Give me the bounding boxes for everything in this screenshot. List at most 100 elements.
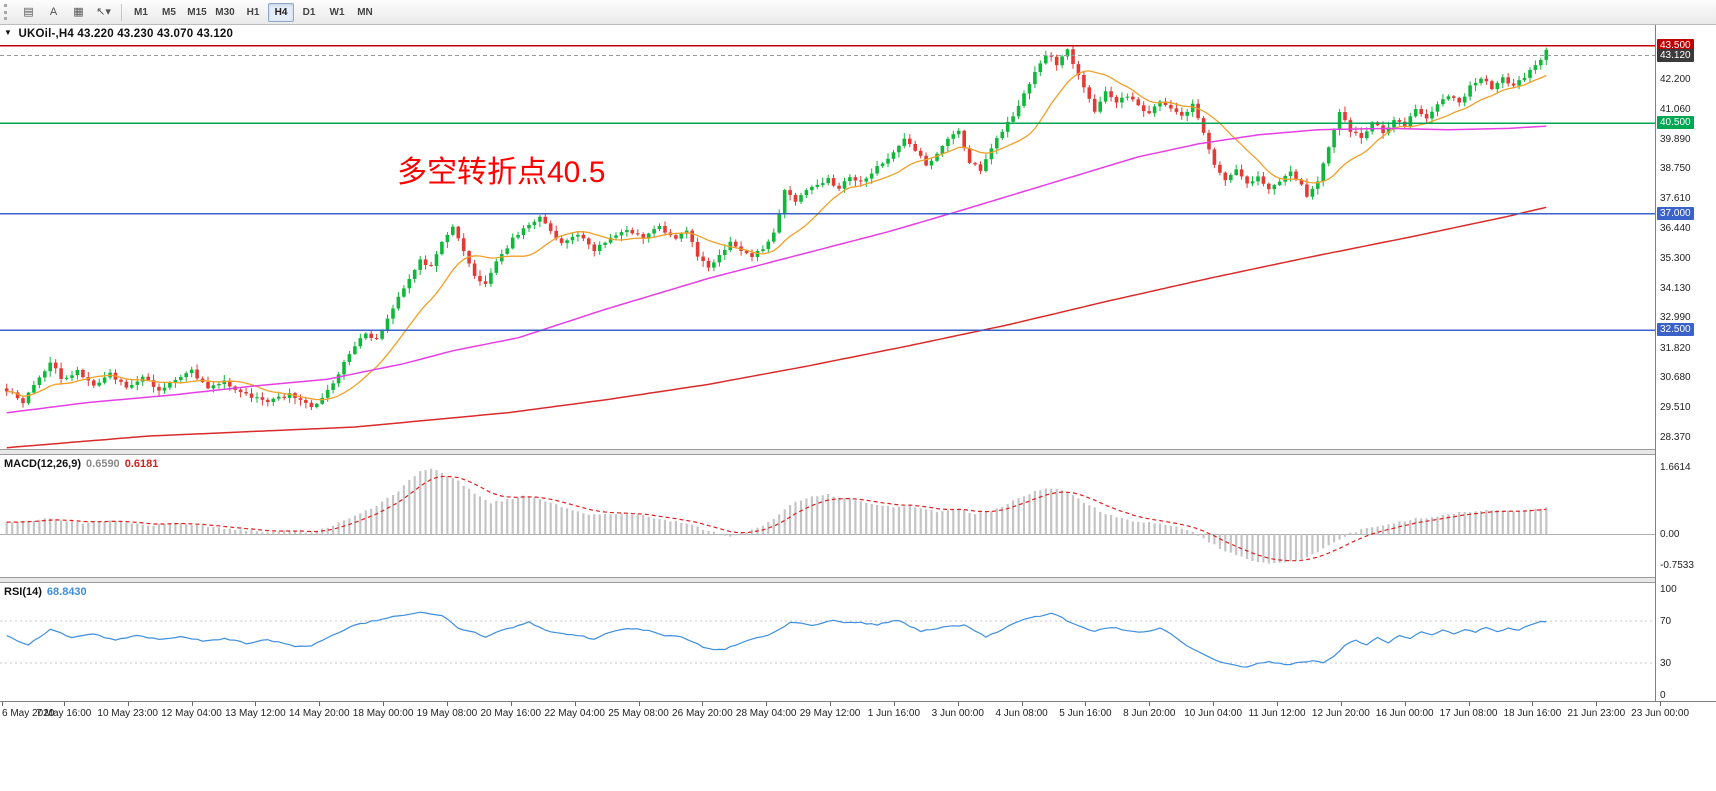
macd-axis-label: 1.6614: [1660, 461, 1691, 473]
rsi-line: [6, 611, 1547, 668]
price-axis-label: 28.370: [1660, 431, 1691, 443]
time-axis-tick: [1340, 702, 1342, 706]
time-axis-label: 25 May 08:00: [608, 708, 669, 719]
macd-histogram: [5, 468, 1548, 564]
ma-mid-line: [6, 125, 1547, 414]
time-axis-label: 17 Jun 08:00: [1439, 708, 1498, 719]
time-axis-tick: [1021, 702, 1023, 706]
time-axis-label: 10 May 23:00: [97, 708, 158, 719]
price-line-badge[interactable]: 40.500: [1657, 116, 1694, 130]
time-axis[interactable]: 6 May 2020 7 May 16:00 10 May 23:00 12 May …: [0, 701, 1716, 723]
panel-separator[interactable]: [0, 449, 1716, 455]
time-axis-label: 22 May 04:00: [544, 708, 605, 719]
time-axis-tick: [574, 702, 576, 706]
time-axis-label: 28 May 04:00: [735, 708, 797, 719]
time-axis-label: 18 Jun 16:00: [1503, 708, 1562, 719]
chart-header: ▼ UKOil-,H4 43.220 43.230 43.070 43.120: [4, 28, 233, 40]
timeframe-button-w1[interactable]: W1: [324, 3, 350, 22]
time-axis-label: 5 Jun 16:00: [1059, 708, 1112, 719]
price-axis-label: 42.200: [1660, 74, 1691, 86]
time-axis-label: 18 May 00:00: [352, 708, 414, 719]
time-axis-tick: [510, 702, 512, 706]
time-axis-label: 16 Jun 00:00: [1375, 708, 1434, 719]
macd-label: MACD(12,26,9): [4, 458, 82, 470]
timeframe-button-d1[interactable]: D1: [296, 3, 322, 22]
price-line-badge[interactable]: 43.500: [1657, 38, 1694, 52]
rsi-axis-label: 0: [1660, 690, 1666, 701]
time-axis-tick: [2, 702, 3, 706]
time-axis-tick: [1596, 702, 1598, 706]
time-axis-tick: [957, 702, 959, 706]
main-chart-canvas[interactable]: ▼ UKOil-,H4 43.220 43.230 43.070 43.120 …: [0, 25, 1655, 449]
macd-axis-label: -0.7533: [1660, 559, 1694, 571]
time-axis-tick: [1660, 702, 1662, 706]
candles-layer[interactable]: [4, 44, 1549, 411]
rsi-label: RSI(14): [4, 586, 42, 598]
time-axis-tick: [191, 702, 193, 706]
macd-value-signal: 0.6181: [124, 458, 159, 470]
ma-fast-line: [6, 70, 1547, 401]
tool-icons-group: ▤ A ▦ ↖▾: [16, 2, 116, 23]
time-axis-label: 6 May 2020: [2, 708, 55, 719]
text-label-tool-icon[interactable]: A: [42, 2, 65, 22]
time-axis-label: 3 Jun 00:00: [931, 708, 984, 719]
chart-annotation-text[interactable]: 多空转折点40.5: [397, 156, 606, 189]
timeframe-button-m30[interactable]: M30: [212, 3, 238, 22]
panel-separator[interactable]: [0, 577, 1716, 583]
cursor-dropdown-icon[interactable]: ↖▾: [92, 2, 115, 22]
time-axis-label: 11 Jun 12:00: [1248, 708, 1306, 719]
toolbar: ▤ A ▦ ↖▾ M1 M5 M15 M30 H1 H4 D1 W1 MN: [0, 0, 1716, 25]
time-axis-tick: [1277, 702, 1278, 706]
price-axis-label: 31.820: [1660, 342, 1691, 354]
time-axis-tick: [1468, 702, 1470, 706]
timeframe-button-mn[interactable]: MN: [352, 3, 378, 22]
time-axis-tick: [319, 702, 321, 706]
timeframe-button-h1[interactable]: H1: [240, 3, 266, 22]
price-line-badge[interactable]: 32.500: [1657, 323, 1694, 337]
price-axis-label: 32.990: [1660, 312, 1691, 324]
chart-indicators-icon[interactable]: ▤: [17, 2, 40, 22]
time-axis-tick: [830, 702, 832, 706]
rsi-axis-label: 100: [1660, 584, 1677, 595]
time-axis-label: 23 Jun 00:00: [1631, 708, 1690, 719]
time-axis-label: 12 Jun 20:00: [1311, 708, 1370, 719]
time-axis-tick: [1213, 702, 1215, 706]
price-line-badge[interactable]: 43.120: [1657, 48, 1694, 62]
timeframe-button-m15[interactable]: M15: [184, 3, 210, 22]
timeframe-button-h4[interactable]: H4: [268, 2, 294, 22]
time-axis-label: 4 Jun 08:00: [995, 708, 1048, 719]
time-axis-label: 29 May 12:00: [799, 708, 861, 719]
time-axis-label: 21 Jun 23:00: [1567, 708, 1626, 719]
ohlc-values: 43.220 43.230 43.070 43.120: [77, 28, 234, 40]
collapse-triangle-icon[interactable]: ▼: [4, 28, 13, 37]
price-axis-label: 34.130: [1660, 282, 1691, 294]
macd-panel-canvas[interactable]: MACD(12,26,9) 0.6590 0.6181: [0, 455, 1655, 577]
time-axis-label: 14 May 20:00: [288, 708, 350, 719]
objects-tool-icon[interactable]: ▦: [67, 2, 90, 22]
price-line-badge[interactable]: 37.000: [1657, 206, 1694, 220]
timeframe-button-m5[interactable]: M5: [156, 3, 182, 22]
toolbar-grip[interactable]: [4, 4, 11, 20]
time-axis-label: 12 May 04:00: [161, 708, 222, 719]
time-axis-label: 10 Jun 04:00: [1184, 708, 1243, 719]
timeframe-button-m1[interactable]: M1: [128, 3, 154, 22]
macd-value-main: 0.6590: [86, 458, 120, 470]
time-axis-tick: [63, 702, 65, 706]
rsi-value: 68.8430: [46, 586, 87, 598]
price-axis-label: 41.060: [1660, 103, 1691, 115]
time-axis-label: 20 May 16:00: [480, 708, 542, 719]
time-axis-tick: [446, 702, 448, 706]
rsi-panel-canvas[interactable]: RSI(14) 68.8430: [0, 583, 1655, 701]
toolbar-separator: [121, 3, 122, 21]
time-axis-tick: [255, 702, 257, 706]
time-axis-label: 7 May 16:00: [36, 708, 92, 719]
time-axis-tick: [1085, 702, 1087, 706]
rsi-axis-label: 30: [1660, 658, 1672, 670]
ma-slow-line: [6, 206, 1547, 449]
rsi-header: RSI(14) 68.8430: [4, 586, 92, 598]
time-axis-tick: [1404, 702, 1406, 706]
price-axis-label: 35.300: [1660, 252, 1691, 264]
price-axis[interactable]: 42.200 41.060 39.890 38.750 37.610 36.440 35.3…: [1655, 25, 1716, 701]
time-axis-label: 19 May 08:00: [416, 708, 478, 719]
